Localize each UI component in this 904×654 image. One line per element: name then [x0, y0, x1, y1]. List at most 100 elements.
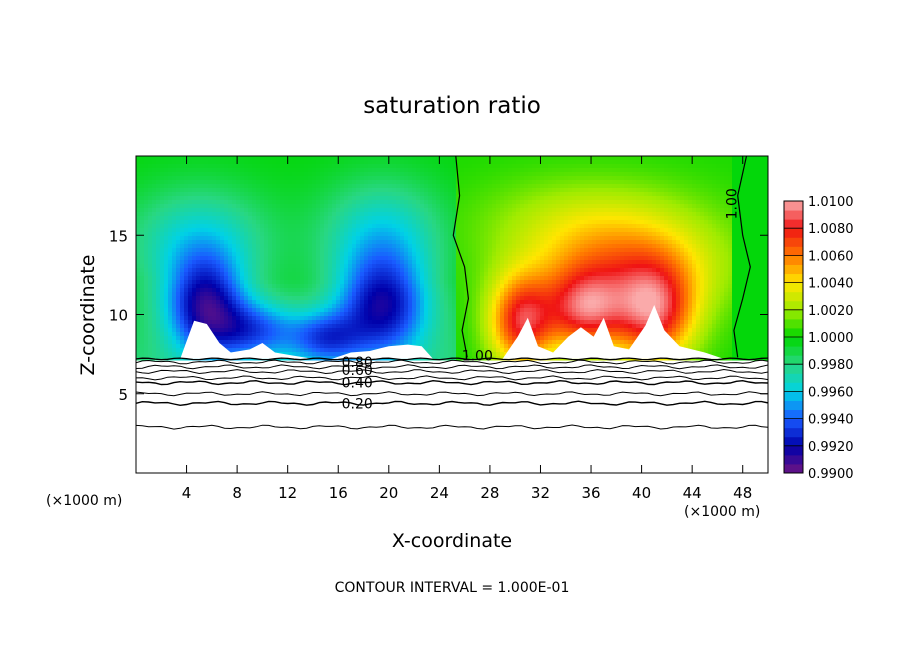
field-cell [364, 244, 369, 249]
field-cell [172, 192, 177, 197]
field-cell [136, 252, 141, 257]
field-cell [492, 156, 497, 161]
field-cell [308, 336, 313, 341]
field-cell [168, 164, 173, 169]
field-cell [264, 212, 269, 217]
field-cell [172, 288, 177, 293]
field-cell [420, 176, 425, 181]
field-cell [520, 184, 525, 189]
field-cell [216, 180, 221, 185]
field-cell [228, 168, 233, 173]
field-cell [200, 192, 205, 197]
field-cell [140, 176, 145, 181]
field-cell [412, 220, 417, 225]
field-cell [160, 240, 165, 245]
field-cell [344, 268, 349, 273]
field-cell [296, 320, 301, 325]
field-cell [352, 256, 357, 261]
field-cell [396, 304, 401, 309]
field-cell [480, 184, 485, 189]
field-cell [372, 216, 377, 221]
field-cell [252, 276, 257, 281]
field-cell [332, 272, 337, 277]
field-cell [220, 244, 225, 249]
field-cell [244, 276, 249, 281]
field-cell [456, 280, 461, 285]
field-cell [440, 296, 445, 301]
field-cell [316, 232, 321, 237]
field-cell [344, 184, 349, 189]
field-cell [200, 184, 205, 189]
field-cell [252, 212, 257, 217]
field-cell [492, 160, 497, 165]
field-cell [292, 236, 297, 241]
field-cell [264, 168, 269, 173]
field-cell [436, 200, 441, 205]
field-cell [284, 188, 289, 193]
field-cell [476, 172, 481, 177]
field-cell [512, 304, 517, 309]
field-cell [372, 224, 377, 229]
field-cell [144, 224, 149, 229]
field-cell [444, 180, 449, 185]
field-cell [500, 292, 505, 297]
field-cell [324, 336, 329, 341]
field-cell [172, 224, 177, 229]
field-cell [224, 176, 229, 181]
field-cell [508, 168, 513, 173]
field-cell [268, 280, 273, 285]
field-cell [500, 156, 505, 161]
field-cell [148, 184, 153, 189]
field-cell [252, 204, 257, 209]
field-cell [472, 208, 477, 213]
field-cell [248, 316, 253, 321]
field-cell [380, 324, 385, 329]
field-cell [472, 276, 477, 281]
field-cell [244, 280, 249, 285]
field-cell [224, 220, 229, 225]
field-cell [248, 160, 253, 165]
field-cell [500, 280, 505, 285]
field-cell [508, 284, 513, 289]
field-cell [156, 340, 161, 345]
field-cell [400, 272, 405, 277]
field-cell [500, 268, 505, 273]
field-cell [392, 192, 397, 197]
field-cell [252, 288, 257, 293]
field-cell [380, 224, 385, 229]
field-cell [344, 344, 349, 349]
field-cell [324, 184, 329, 189]
field-cell [484, 252, 489, 257]
field-cell [324, 324, 329, 329]
field-cell [460, 224, 465, 229]
field-cell [276, 204, 281, 209]
field-cell [216, 160, 221, 165]
field-cell [436, 272, 441, 277]
field-cell [512, 212, 517, 217]
field-cell [256, 156, 261, 161]
field-cell [364, 212, 369, 217]
field-cell [324, 300, 329, 305]
field-cell [288, 200, 293, 205]
field-cell [452, 300, 457, 305]
field-cell [324, 332, 329, 337]
field-cell [348, 176, 353, 181]
field-cell [192, 308, 197, 313]
field-cell [248, 340, 253, 345]
field-cell [204, 156, 209, 161]
field-cell [324, 156, 329, 161]
field-cell [260, 284, 265, 289]
field-cell [144, 292, 149, 297]
field-cell [296, 240, 301, 245]
field-cell [188, 220, 193, 225]
field-cell [188, 200, 193, 205]
field-cell [148, 216, 153, 221]
field-cell [396, 324, 401, 329]
field-cell [476, 228, 481, 233]
field-cell [356, 156, 361, 161]
field-cell [436, 224, 441, 229]
field-cell [344, 196, 349, 201]
field-cell [144, 276, 149, 281]
field-cell [148, 316, 153, 321]
field-cell [360, 296, 365, 301]
